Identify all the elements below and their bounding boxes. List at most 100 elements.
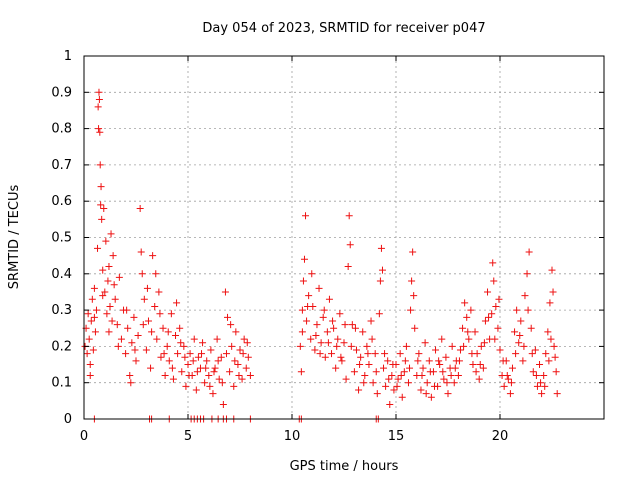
axis-ticks (83, 55, 604, 420)
x-tick-label: 20 (492, 429, 509, 444)
data-point (172, 332, 180, 340)
data-point (415, 350, 423, 358)
data-point (393, 382, 401, 390)
data-point (328, 350, 336, 358)
data-point (329, 317, 337, 325)
data-point (479, 364, 487, 372)
data-point (325, 295, 333, 303)
data-point (101, 288, 109, 296)
data-point (338, 357, 346, 365)
data-point (87, 317, 95, 325)
data-point (367, 317, 375, 325)
y-axis-label: SRMTID / TECUs (7, 185, 22, 290)
data-point (206, 382, 214, 390)
data-point (320, 306, 328, 314)
data-point (419, 364, 427, 372)
data-point (221, 288, 229, 296)
data-point (111, 295, 119, 303)
data-point (506, 390, 514, 398)
data-point (402, 342, 410, 350)
data-point (215, 375, 223, 383)
data-point (218, 379, 226, 387)
data-point (203, 357, 211, 365)
data-point (544, 328, 552, 336)
data-point (143, 284, 151, 292)
data-point (298, 328, 306, 336)
data-point (316, 350, 324, 358)
data-point (176, 324, 184, 332)
data-point (531, 346, 539, 354)
data-point (351, 324, 359, 332)
data-point (157, 353, 165, 361)
data-point (209, 390, 217, 398)
data-point (311, 346, 319, 354)
data-point (491, 335, 499, 343)
data-point (104, 277, 112, 285)
data-point (447, 371, 455, 379)
data-point (507, 379, 515, 387)
data-point (508, 364, 516, 372)
data-point (350, 368, 358, 376)
data-point (489, 259, 497, 267)
data-point (373, 390, 381, 398)
data-point (432, 346, 440, 354)
data-point (168, 364, 176, 372)
data-point (192, 386, 200, 394)
data-point (422, 390, 430, 398)
data-point (108, 317, 116, 325)
data-point (131, 346, 139, 354)
data-point (397, 371, 405, 379)
data-point (140, 295, 148, 303)
data-point (485, 313, 493, 321)
data-point (214, 357, 222, 365)
data-point (541, 382, 549, 390)
data-point (345, 212, 353, 220)
data-point (542, 350, 550, 358)
data-point (469, 361, 477, 369)
data-point (151, 302, 159, 310)
data-point (167, 310, 175, 318)
data-point (454, 371, 462, 379)
data-point (244, 353, 252, 361)
y-tick-label: 0.9 (51, 85, 72, 100)
data-point (477, 342, 485, 350)
data-point (190, 335, 198, 343)
data-point (406, 364, 414, 372)
data-point (321, 353, 329, 361)
data-point (492, 302, 500, 310)
data-point (94, 103, 102, 111)
data-point (381, 350, 389, 358)
data-point (86, 371, 94, 379)
data-point (213, 335, 221, 343)
data-point (527, 324, 535, 332)
data-point (342, 375, 350, 383)
data-point (472, 368, 480, 376)
data-point (174, 350, 182, 358)
data-point (149, 252, 157, 260)
data-point (347, 342, 355, 350)
data-point (516, 332, 524, 340)
data-point (332, 364, 340, 372)
data-point (394, 375, 402, 383)
y-tick-label: 1 (64, 49, 72, 64)
data-point (136, 204, 144, 212)
data-point (540, 371, 548, 379)
data-point (317, 339, 325, 347)
y-tick-label: 0.7 (51, 158, 72, 173)
x-tick-label: 15 (388, 429, 405, 444)
data-point (463, 313, 471, 321)
data-point (232, 328, 240, 336)
data-point (475, 375, 483, 383)
data-point (414, 357, 422, 365)
data-point (346, 241, 354, 249)
data-point (337, 353, 345, 361)
data-point (205, 371, 213, 379)
data-point (88, 295, 96, 303)
data-point (396, 350, 404, 358)
data-point (371, 350, 379, 358)
data-point (435, 357, 443, 365)
data-point (352, 346, 360, 354)
data-point (193, 368, 201, 376)
data-point (184, 361, 192, 369)
data-point (538, 390, 546, 398)
